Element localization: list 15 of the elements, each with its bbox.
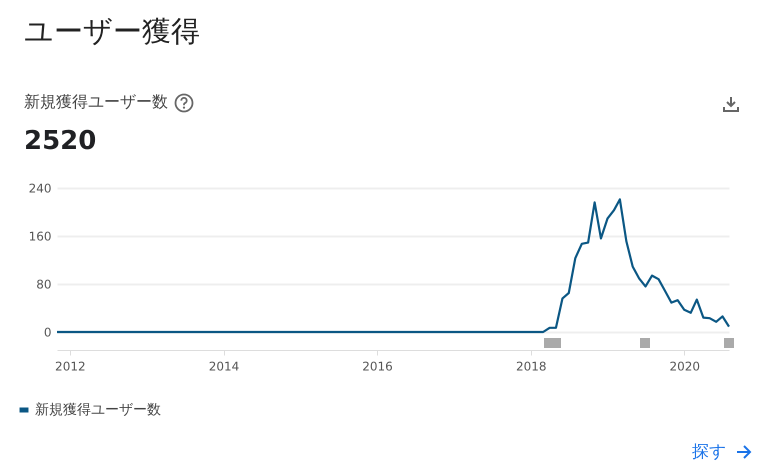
line-series [56,198,730,334]
x-tick-label: 2016 [362,360,393,374]
y-tick-label: 80 [36,278,52,292]
chart-title: ユーザー獲得 [24,13,200,50]
legend-label: 新規獲得ユーザー数 [35,402,161,418]
y-tick-label: 0 [44,326,52,340]
chart-subtitle: 新規獲得ユーザー数 [24,92,168,113]
text: 探す [692,441,726,463]
x-tick-label: 2020 [669,360,700,374]
y-tick-label: 160 [28,230,52,244]
x-tick-label: 2018 [516,360,546,374]
x-tick-label: 2014 [208,360,240,374]
text: 2520 [24,126,96,156]
y-tick-label: 240 [28,182,52,196]
x-tick-label: 2012 [55,360,86,374]
